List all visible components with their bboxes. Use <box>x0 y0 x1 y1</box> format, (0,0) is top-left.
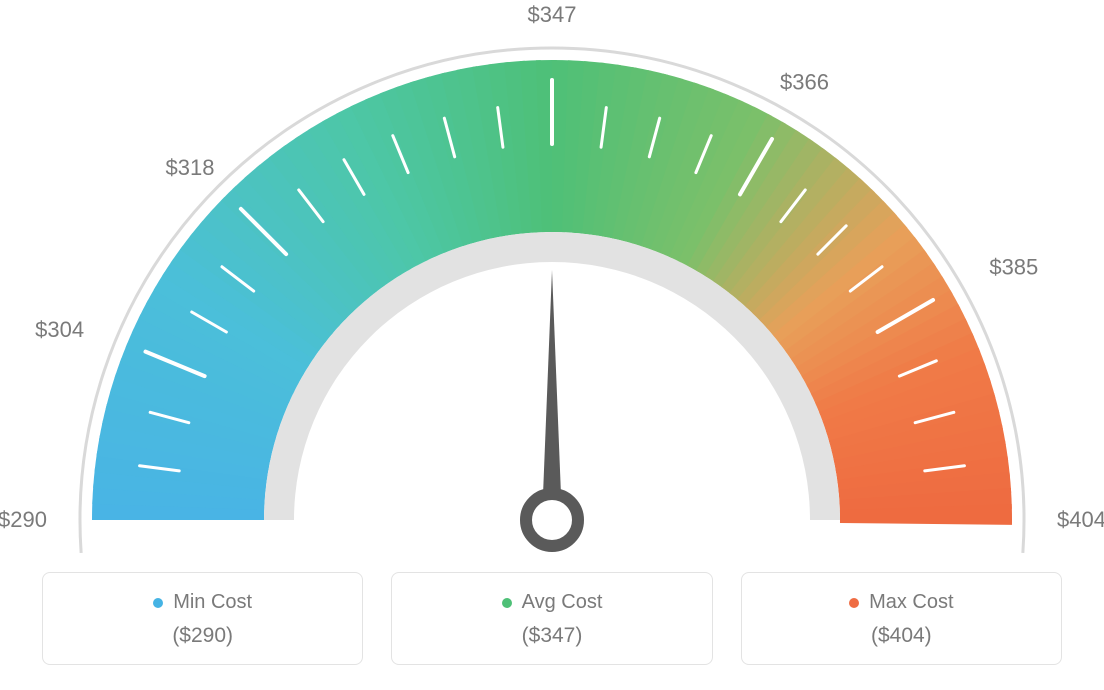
legend-row: Min Cost ($290) Avg Cost ($347) Max Cost… <box>42 572 1062 665</box>
legend-label-avg: Avg Cost <box>522 591 603 614</box>
legend-title-min: Min Cost <box>153 591 252 614</box>
legend-dot-min <box>153 598 163 608</box>
gauge-tick-label: $318 <box>166 155 215 180</box>
gauge-tick-label: $304 <box>35 317 84 342</box>
legend-card-avg: Avg Cost ($347) <box>391 572 712 665</box>
gauge-tick-label: $404 <box>1057 507 1104 532</box>
cost-gauge: $290 $304 $318 $347 $366 $385 $404 <box>0 0 1104 560</box>
gauge-tick-label: $347 <box>528 2 577 27</box>
gauge-hub <box>526 494 578 546</box>
legend-title-max: Max Cost <box>849 591 953 614</box>
gauge-needle <box>542 270 562 520</box>
legend-dot-avg <box>502 598 512 608</box>
gauge-tick-label: $385 <box>989 255 1038 280</box>
legend-value-min: ($290) <box>53 624 352 648</box>
legend-value-avg: ($347) <box>402 624 701 648</box>
legend-dot-max <box>849 598 859 608</box>
gauge-tick-label: $366 <box>780 70 829 95</box>
legend-title-avg: Avg Cost <box>502 591 603 614</box>
legend-label-min: Min Cost <box>173 591 252 614</box>
legend-card-max: Max Cost ($404) <box>741 572 1062 665</box>
legend-card-min: Min Cost ($290) <box>42 572 363 665</box>
legend-value-max: ($404) <box>752 624 1051 648</box>
legend-label-max: Max Cost <box>869 591 953 614</box>
gauge-tick-label: $290 <box>0 507 47 532</box>
gauge-svg: $290 $304 $318 $347 $366 $385 $404 <box>0 0 1104 560</box>
